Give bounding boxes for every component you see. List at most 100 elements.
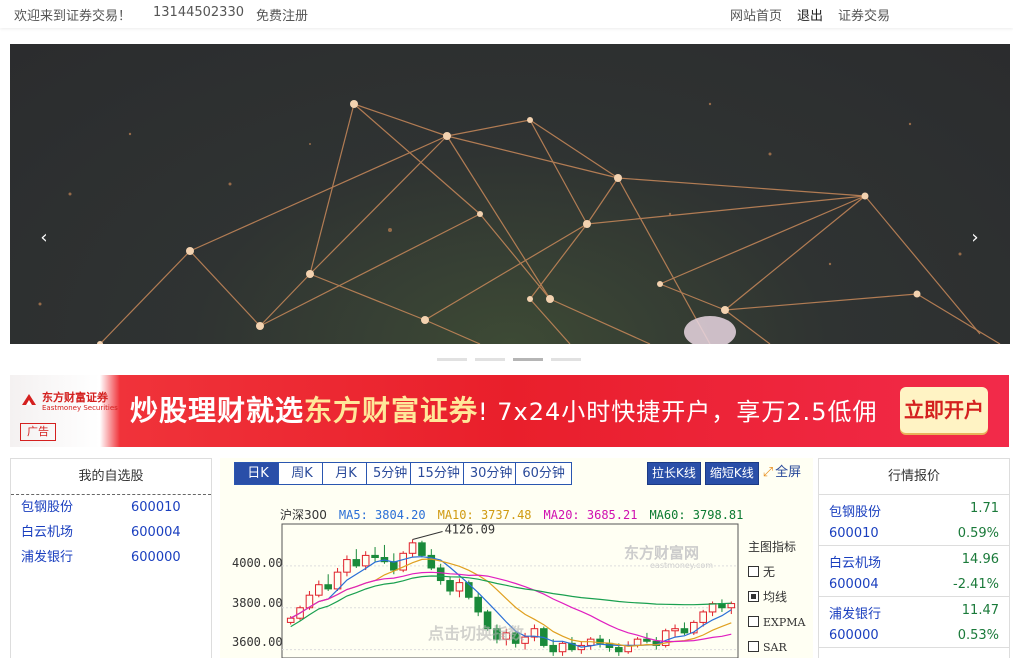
chart-frame — [281, 523, 739, 658]
trade-link[interactable]: 证券交易 — [838, 9, 891, 24]
ma5-value: MA5: 3804.20 — [338, 508, 426, 522]
candle-body — [558, 642, 567, 653]
ad-tag: 广告 — [20, 423, 56, 441]
eastmoney-watermark: 东方财富网 eastmoney.com — [624, 542, 713, 570]
candle-body — [324, 584, 332, 590]
peak-label: 4126.09 — [445, 522, 496, 536]
carousel-next-button[interactable]: › — [971, 227, 979, 248]
indicator-label: 无 — [763, 565, 776, 579]
watchlist-panel: 我的自选股 包钢股份 600010 白云机场 600004 浦发银行 600000 — [10, 458, 212, 658]
checkbox[interactable] — [748, 616, 759, 627]
peak-pointer — [412, 531, 443, 540]
y-tick-label: 3800.00 — [232, 596, 283, 610]
checkbox[interactable] — [748, 641, 759, 652]
candle-body — [493, 628, 501, 640]
fullscreen-label: 全屏 — [775, 465, 802, 480]
ma-legend: 沪深300 MA5: 3804.20 MA10: 3737.48 MA20: 3685… — [280, 506, 755, 523]
home-link[interactable]: 网站首页 — [730, 9, 783, 24]
candle-body — [708, 603, 717, 613]
stock-code-link[interactable]: 600000 — [131, 550, 181, 565]
candle-body — [436, 567, 445, 582]
watchlist-row[interactable]: 浦发银行 600000 — [11, 549, 211, 574]
quote-change: 0.59% — [957, 526, 999, 541]
candle-body — [352, 559, 361, 567]
stretch-kline-button[interactable]: 拉长K线 — [647, 462, 701, 485]
ad-slogan-a: 炒股理财就选 — [130, 394, 305, 427]
carousel-dot[interactable] — [437, 358, 467, 361]
candle-body — [680, 628, 689, 634]
carousel-dot[interactable] — [475, 358, 505, 361]
period-tabs: 日K 周K 月K 5分钟 15分钟 30分钟 60分钟 — [234, 462, 572, 486]
candle-body — [474, 596, 482, 613]
checkbox-checked[interactable] — [748, 591, 759, 602]
candle-body — [690, 621, 698, 634]
indicator-label: SAR — [763, 641, 787, 654]
watchlist-row[interactable]: 白云机场 600004 — [11, 524, 211, 549]
shrink-kline-button[interactable]: 缩短K线 — [704, 462, 759, 485]
y-tick-label: 3600.00 — [232, 635, 283, 649]
quote-code[interactable]: 600000 — [829, 628, 879, 643]
phone-number: 13144502330 — [153, 5, 244, 20]
quote-change: -2.41% — [953, 577, 999, 592]
quote-row[interactable]: 浦发银行 11.47 600000 0.53% — [819, 597, 1009, 648]
ad-slogan-brand: 东方财富证券 — [304, 394, 479, 427]
quote-change: 0.53% — [957, 628, 999, 643]
stock-name-link[interactable]: 包钢股份 — [21, 500, 74, 515]
quote-code[interactable]: 600010 — [829, 526, 879, 541]
register-link[interactable]: 免费注册 — [256, 9, 309, 24]
candle-body — [521, 636, 529, 644]
ad-banner[interactable]: 东方财富证券 Eastmoney Securities 广告 炒股理财就选东方财… — [10, 375, 1009, 447]
hero-banner[interactable]: ‹ › — [10, 44, 1010, 344]
indicator-label: EXPMA — [763, 616, 806, 629]
tab-monthly-k[interactable]: 月K — [322, 462, 370, 485]
carousel-indicators — [437, 358, 589, 362]
tab-daily-k[interactable]: 日K — [234, 462, 282, 485]
kline-chart[interactable]: 4126.09 — [274, 458, 744, 658]
watchlist-row[interactable]: 包钢股份 600010 — [11, 499, 211, 524]
y-tick-label: 4000.00 — [232, 556, 283, 570]
indicator-option-sar[interactable]: SAR — [748, 638, 805, 663]
stock-code-link[interactable]: 600010 — [131, 500, 181, 515]
ad-slogan: 炒股理财就选东方财富证券! 7x24小时快捷开户，享万2.5低佣 — [130, 389, 877, 429]
ma20-line — [290, 571, 732, 643]
quote-name[interactable]: 浦发银行 — [829, 607, 882, 622]
fullscreen-button[interactable]: ⤢ 全屏 — [763, 462, 801, 483]
quote-name[interactable]: 白云机场 — [829, 556, 882, 571]
quote-row[interactable]: 包钢股份 1.71 600010 0.59% — [819, 495, 1009, 546]
candle-body — [455, 582, 464, 592]
watermark-text: 东方财富网 — [624, 544, 700, 562]
kline-chart-panel: 日K 周K 月K 5分钟 15分钟 30分钟 60分钟 拉长K线 缩短K线 ⤢ 全屏 沪深300 M… — [220, 458, 813, 658]
candle-body — [343, 559, 351, 573]
candle-body — [511, 632, 520, 644]
candle-body — [727, 603, 736, 609]
candle-body — [530, 628, 539, 638]
quote-code[interactable]: 600004 — [829, 577, 879, 592]
tab-60min[interactable]: 60分钟 — [515, 462, 572, 485]
tab-15min[interactable]: 15分钟 — [410, 462, 467, 485]
checkbox[interactable] — [748, 566, 759, 577]
indicator-option-ma[interactable]: 均线 — [748, 588, 805, 613]
open-account-button[interactable]: 立即开户 — [900, 387, 988, 433]
indicator-option-none[interactable]: 无 — [748, 563, 805, 588]
carousel-dot[interactable] — [551, 358, 581, 361]
quote-row[interactable]: 白云机场 14.96 600004 -2.41% — [819, 546, 1009, 597]
quote-price: 14.96 — [961, 552, 999, 567]
top-bar: 欢迎来到证券交易！ 13144502330 免费注册 网站首页 退出 证券交易 — [0, 0, 1013, 28]
ad-brand-en: Eastmoney Securities — [42, 404, 118, 412]
eastmoney-logo-icon — [22, 394, 36, 405]
candle-body — [361, 554, 370, 567]
network-graphic — [38, 100, 1001, 344]
carousel-dot-active[interactable] — [513, 358, 543, 361]
indicator-option-expma[interactable]: EXPMA — [748, 613, 805, 638]
candle-body — [671, 628, 679, 632]
carousel-prev-button[interactable]: ‹ — [40, 227, 48, 248]
candle-body — [427, 554, 436, 569]
stock-name-link[interactable]: 浦发银行 — [21, 550, 74, 565]
quote-name[interactable]: 包钢股份 — [829, 505, 882, 520]
stock-name-link[interactable]: 白云机场 — [21, 525, 74, 540]
tab-30min[interactable]: 30分钟 — [462, 462, 520, 485]
logout-link[interactable]: 退出 — [797, 9, 824, 24]
candle-body — [502, 632, 511, 640]
stock-code-link[interactable]: 600004 — [131, 525, 181, 540]
quote-price: 11.47 — [961, 603, 999, 618]
